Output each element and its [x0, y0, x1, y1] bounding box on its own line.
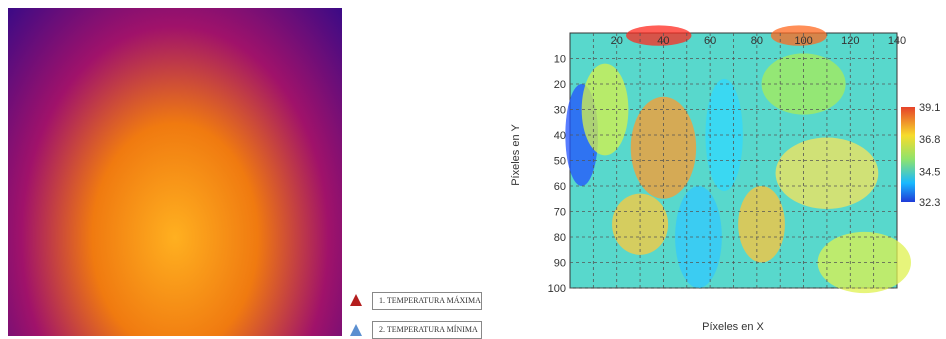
y-tick-label: 30: [554, 105, 566, 117]
y-tick-label: 40: [554, 130, 566, 142]
x-axis-label: Píxeles en X: [702, 321, 764, 333]
x-tick-label: 60: [704, 35, 716, 47]
y-tick-label: 50: [554, 156, 566, 168]
max-temp-marker-icon: [350, 294, 362, 306]
colorbar-tick-label: 36.8: [919, 134, 940, 146]
heat-blob: [626, 25, 692, 46]
heat-blob: [581, 63, 629, 156]
min-temp-marker-icon: [350, 324, 362, 336]
colorbar: [901, 107, 915, 202]
y-tick-label: 20: [554, 79, 566, 91]
x-tick-label: 20: [611, 35, 623, 47]
y-tick-label: 90: [554, 258, 566, 270]
x-tick-label: 80: [751, 35, 763, 47]
colorbar-tick-label: 39.1: [919, 102, 940, 114]
y-axis-label: Píxeles en Y: [510, 124, 522, 186]
y-tick-label: 80: [554, 232, 566, 244]
colorbar-tick-label: 32.3: [919, 197, 940, 209]
y-tick-label: 10: [554, 54, 566, 66]
x-tick-label: 100: [794, 35, 812, 47]
x-tick-label: 140: [888, 35, 906, 47]
heat-blob: [738, 186, 785, 263]
heat-blob: [612, 193, 669, 255]
y-tick-label: 70: [554, 207, 566, 219]
y-tick-label: 60: [554, 181, 566, 193]
heat-blob: [705, 78, 743, 192]
y-tick-label: 100: [548, 283, 566, 295]
heatmap-area: [565, 25, 912, 294]
x-tick-label: 40: [657, 35, 669, 47]
colorbar-tick-label: 34.5: [919, 166, 940, 178]
heat-blob: [770, 25, 827, 46]
thermal-image: [8, 8, 342, 336]
legend-max-temperature: 1. TEMPERATURA MÁXIMA: [372, 292, 482, 310]
x-tick-label: 120: [841, 35, 859, 47]
